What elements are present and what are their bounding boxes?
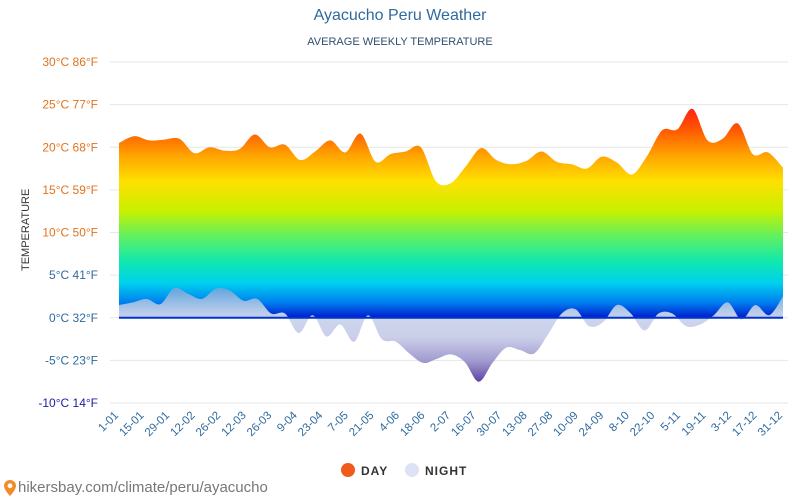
- x-tick-label: 16-07: [449, 410, 478, 439]
- x-tick-label: 17-12: [730, 410, 759, 439]
- night-series-area: [119, 287, 783, 382]
- legend: DAY NIGHT: [341, 463, 467, 478]
- y-tick-label: 30°C 86°F: [42, 55, 98, 69]
- x-tick-label: 22-10: [628, 410, 657, 439]
- footer-url[interactable]: hikersbay.com/climate/peru/ayacucho: [18, 479, 268, 496]
- y-tick-label: -10°C 14°F: [38, 396, 98, 410]
- location-pin-icon: [4, 479, 16, 496]
- x-tick-label: 12-02: [168, 410, 197, 439]
- y-tick-label: 20°C 68°F: [42, 140, 98, 154]
- x-tick-label: 21-05: [347, 410, 376, 439]
- y-tick-label: 5°C 41°F: [49, 268, 98, 282]
- legend-night-marker: [405, 463, 419, 477]
- x-tick-label: 13-08: [500, 410, 529, 439]
- x-tick-label: 29-01: [143, 410, 172, 439]
- x-tick-label: 30-07: [475, 410, 504, 439]
- y-tick-label: -5°C 23°F: [45, 353, 98, 367]
- y-tick-label: 10°C 50°F: [42, 226, 98, 240]
- x-tick-label: 18-06: [398, 410, 427, 439]
- day-series-area: [119, 108, 783, 318]
- legend-night-label: NIGHT: [425, 464, 467, 478]
- y-tick-label: 15°C 59°F: [42, 183, 98, 197]
- chart-subtitle: AVERAGE WEEKLY TEMPERATURE: [307, 36, 493, 48]
- legend-day-marker: [341, 463, 355, 477]
- x-tick-label: 26-02: [194, 410, 223, 439]
- x-tick-label: 24-09: [577, 410, 606, 439]
- x-tick-label: 23-04: [296, 409, 326, 439]
- y-axis-ticks: 30°C 86°F 25°C 77°F 20°C 68°F 15°C 59°F 10°C…: [38, 55, 98, 410]
- x-tick-label: 31-12: [756, 410, 785, 439]
- x-tick-label: 26-03: [245, 410, 274, 439]
- legend-day-label: DAY: [361, 464, 388, 478]
- y-tick-label: 0°C 32°F: [49, 311, 98, 325]
- chart-title: Ayacucho Peru Weather: [313, 7, 487, 24]
- x-tick-label: 15-01: [117, 410, 146, 439]
- x-tick-label: 19-11: [680, 410, 709, 439]
- x-tick-label: 12-03: [220, 410, 249, 439]
- x-tick-label: 10-09: [552, 410, 581, 439]
- source-footer[interactable]: hikersbay.com/climate/peru/ayacucho: [4, 479, 268, 496]
- x-tick-label: 27-08: [526, 410, 555, 439]
- y-tick-label: 25°C 77°F: [42, 98, 98, 112]
